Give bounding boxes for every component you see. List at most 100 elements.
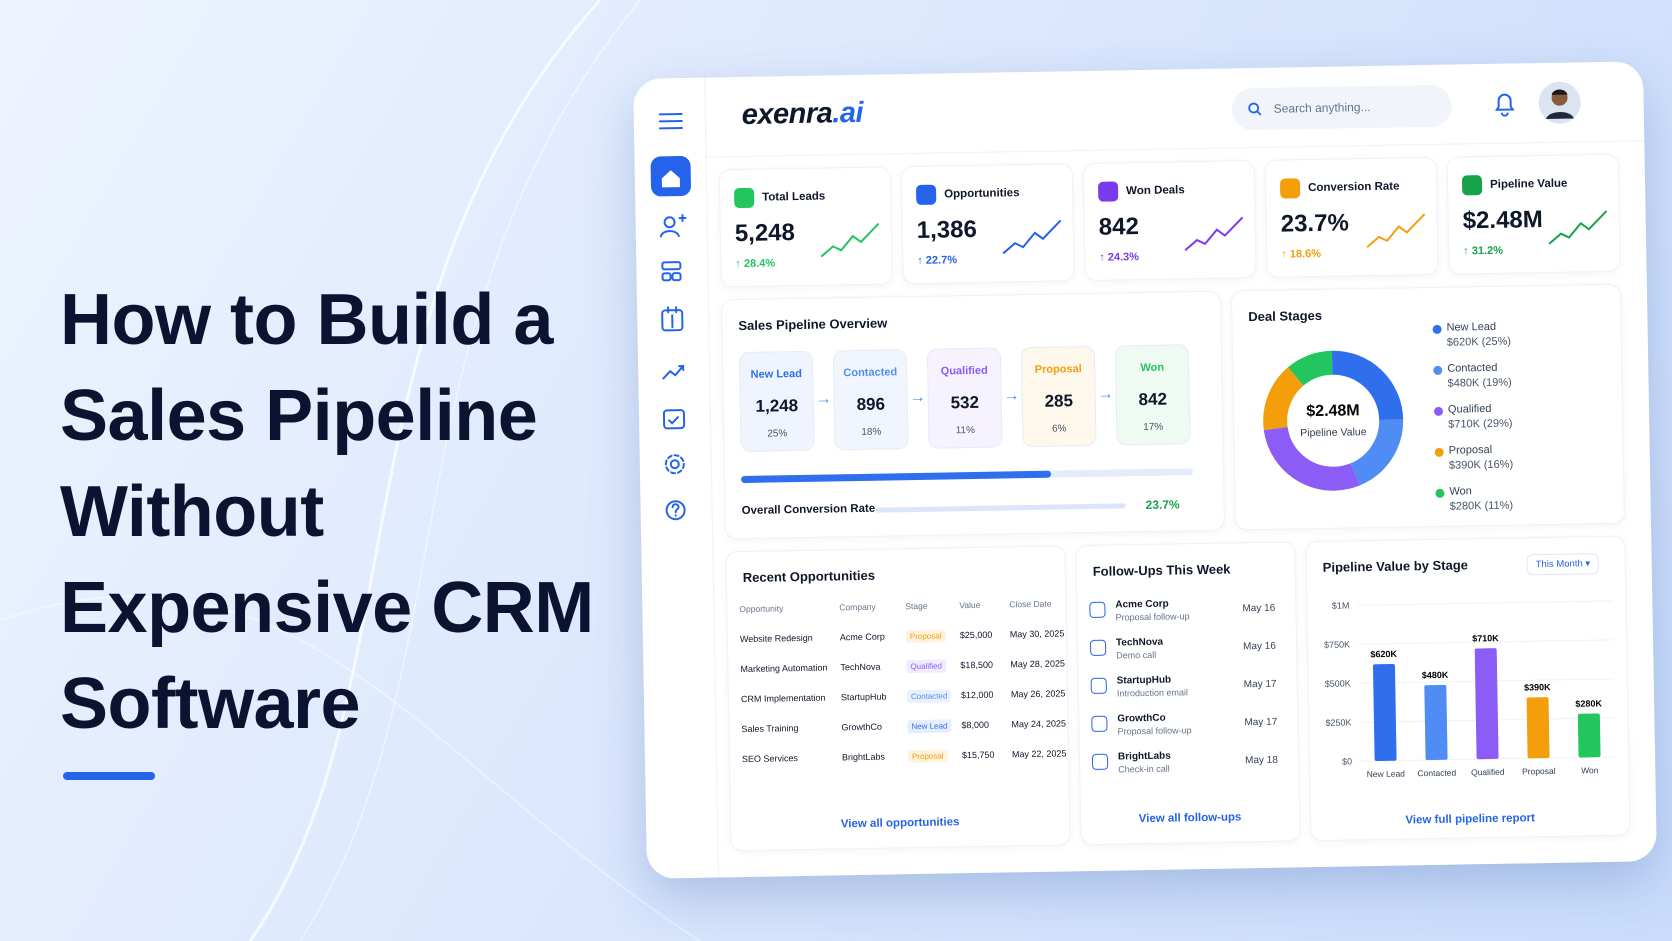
stage-share: 17% [1143,421,1164,434]
legend-share: (19%) [1482,376,1512,390]
kpi-change: ↑ 28.4% [735,257,776,271]
follow-up-task: Introduction email [1116,687,1189,699]
table-cell: Marketing Automation [740,662,828,675]
table-cell: $8,000 [961,719,990,731]
stage-share: 18% [861,426,882,438]
search-box[interactable]: Search anything... [1231,84,1453,131]
table-cell: May 24, 2025 [1011,718,1067,730]
user-avatar[interactable] [1537,80,1582,125]
dashboard: exenra.ai Search anything... Total Leads… [633,61,1657,879]
calendar-icon[interactable] [662,409,686,430]
table-cell: CRM Implementation [740,692,826,705]
follow-ups-card: Follow-Ups This Week View all follow-ups… [1075,541,1301,846]
period-filter[interactable]: This Month ▾ [1526,553,1600,576]
pipeline-card: Sales Pipeline Overview Overall Conversi… [720,290,1226,540]
kpi-row: Total Leads 5,248 ↑ 28.4% Opportunities 1,38… [633,61,1643,288]
recent-opportunities-card: Recent Opportunities View all opportunit… [725,545,1071,852]
pipeline-value-card: Pipeline Value by Stage This Month ▾ $0 $… [1305,535,1631,842]
follow-up-date: May 17 [1243,678,1277,691]
kpi-card: Pipeline Value $2.48M ↑ 31.2% [1446,153,1621,275]
sidebar-icons [650,113,691,521]
card-title: Sales Pipeline Overview [738,315,888,334]
kpi-card: Opportunities 1,386 ↑ 22.7% [900,163,1075,285]
stage-count: 285 [1044,391,1074,411]
legend-share: (29%) [1483,417,1513,431]
kpi-icon [734,187,755,209]
sparkline [820,222,880,258]
stage-count: 1,248 [755,396,799,416]
follow-up-company: TechNova [1115,636,1164,649]
follow-up-icon [1089,601,1106,618]
logo[interactable]: exenra.ai [741,97,863,132]
search-icon [1248,102,1262,116]
deal-stages-card: Deal Stages $2.48M Pipeline Value New Le… [1230,283,1626,531]
sidebar [633,77,720,879]
kpi-card: Total Leads 5,248 ↑ 28.4% [718,166,893,288]
stage-box: Contacted 896 18% [832,349,909,451]
headline-line: Without [60,472,324,552]
view-all-link[interactable]: View all follow-ups [1138,811,1242,826]
stage-box: Won 842 17% [1114,344,1191,446]
donut-chart: $2.48M Pipeline Value [1263,350,1404,491]
legend-name: Won [1449,485,1472,498]
follow-up-task: Check-in call [1118,763,1170,775]
y-tick-label: $1M [1332,600,1350,610]
view-all-link[interactable]: View all opportunities [840,816,960,831]
kpi-label: Opportunities [944,187,1020,201]
reports-icon[interactable] [662,365,685,380]
grid-line [1358,639,1614,645]
stage-arrow: → [815,390,832,408]
notification-bell[interactable] [1491,89,1517,117]
legend-detail: $620K (25%) [1447,336,1511,349]
legend-name: Qualified [1447,402,1492,416]
follow-up-company: Acme Corp [1115,598,1169,611]
view-report-link[interactable]: View full pipeline report [1405,812,1535,827]
table-cell: $18,500 [960,659,994,671]
headline: How to Build a Sales Pipeline Without Expen… [60,272,594,752]
stage-badge: Proposal [905,629,946,644]
table-cell: $12,000 [960,689,994,701]
deals-icon[interactable] [661,309,684,332]
headline-line: How to Build a [60,280,553,360]
stage-arrow: → [1003,387,1020,405]
table-cell: BrightLabs [841,751,886,763]
sparkline-path [1548,210,1608,245]
table-cell: Proposal [905,629,946,644]
table-cell: May 28, 2025 [1010,658,1065,670]
stage-count: 896 [856,394,886,415]
stage-name: Contacted [843,366,898,380]
bar [1372,663,1397,762]
pipeline-icon[interactable] [661,261,682,271]
kpi-change: ↑ 22.7% [917,254,958,267]
table-cell: Website Redesign [739,632,813,645]
kpi-change: ↑ 18.6% [1281,247,1322,261]
table-cell: Sales Training [741,723,799,735]
kpi-value: 842 [1098,213,1140,241]
menu-icon[interactable] [658,113,683,130]
settings-icon[interactable] [669,459,680,470]
headline-line: Sales Pipeline [60,376,538,456]
help-icon[interactable] [665,500,686,521]
grid-line [1357,600,1613,606]
x-tick-label: Qualified [1471,767,1505,778]
table-cell: $15,750 [961,749,995,761]
sparkline [1002,219,1062,255]
search-placeholder: Search anything... [1273,100,1371,116]
table-header: Close Date [1009,598,1052,610]
table-cell: TechNova [840,661,881,673]
stage-box: New Lead 1,248 25% [738,350,815,453]
legend-name: Proposal [1448,443,1493,457]
table-header: Opportunity [739,603,784,615]
contacts-icon[interactable] [663,216,676,229]
table-cell: New Lead [907,719,952,734]
legend-amount: $620K [1446,336,1479,349]
sparkline-path [820,222,880,258]
kpi-icon [1279,178,1301,199]
legend-share: (11%) [1484,499,1514,513]
card-title: Deal Stages [1248,307,1323,325]
follow-up-date: May 17 [1244,716,1278,729]
kpi-change: ↑ 31.2% [1463,244,1504,258]
conversion-track [875,503,1126,513]
stage-badge: Proposal [907,749,948,764]
